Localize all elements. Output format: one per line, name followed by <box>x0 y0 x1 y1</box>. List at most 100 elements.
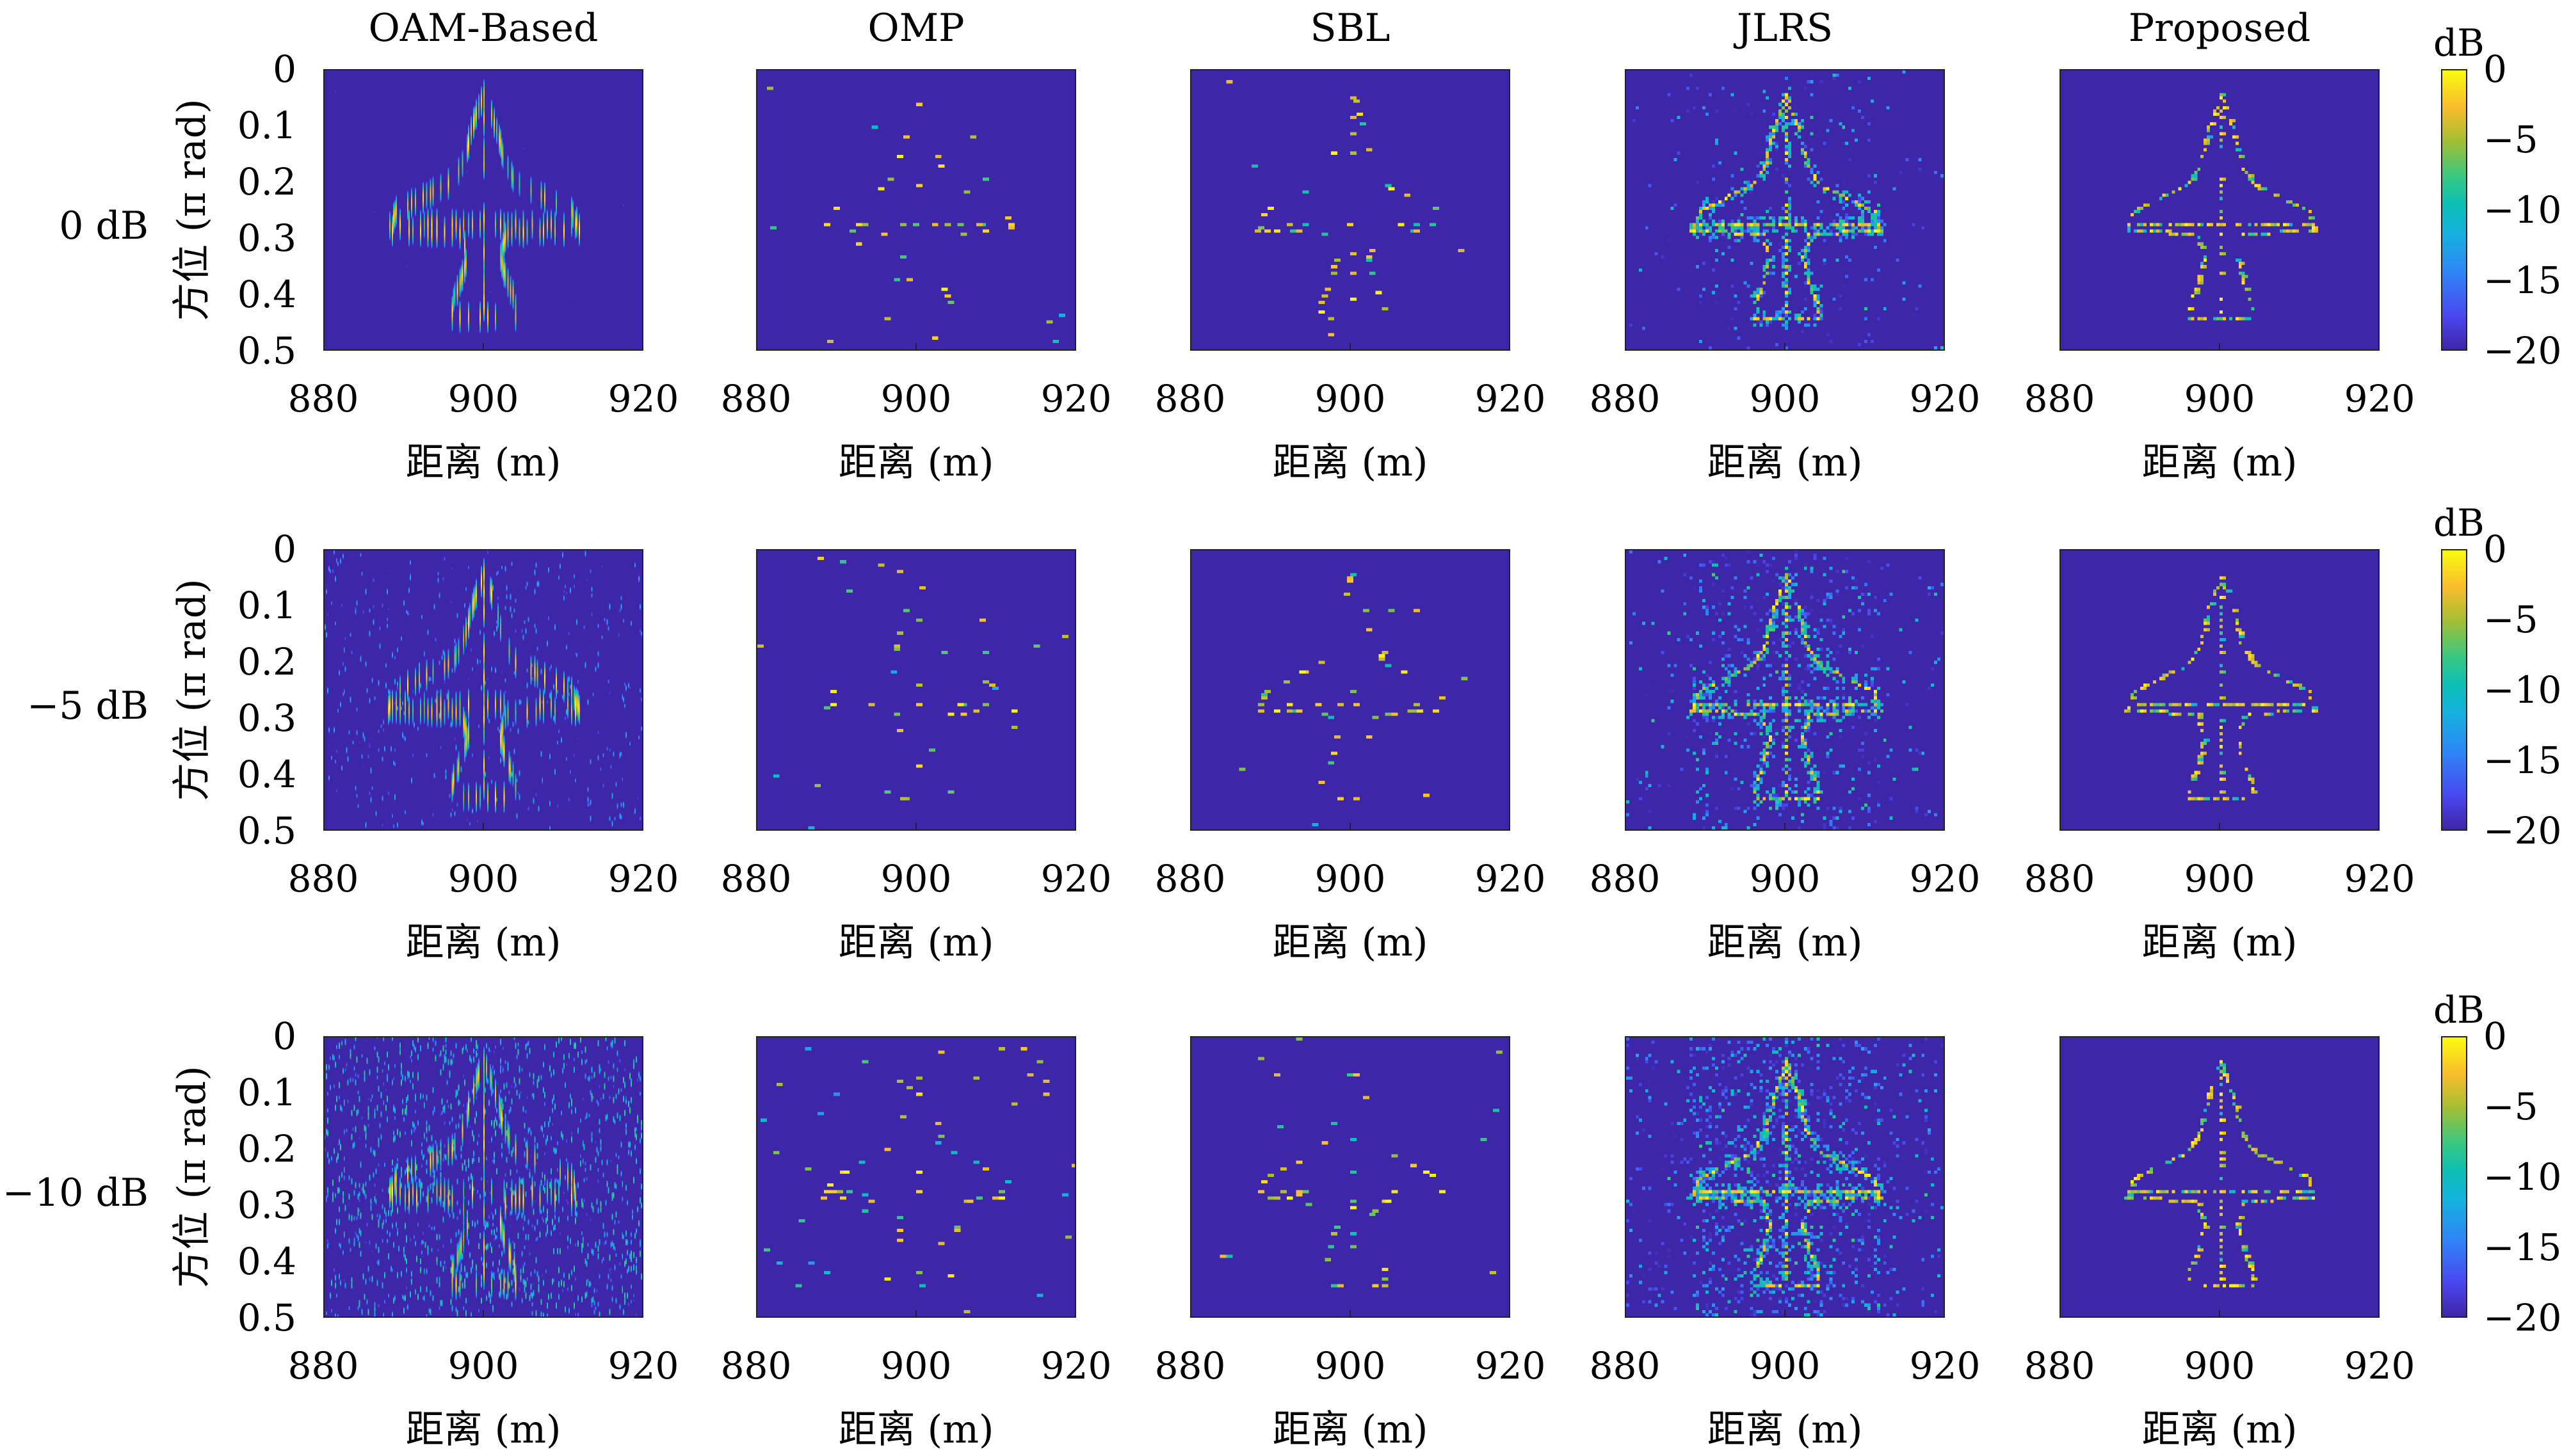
x-tick-label: 880 <box>1589 857 1661 900</box>
heatmap-image <box>1626 550 1944 829</box>
x-axis-label: 距离 (m) <box>405 1407 561 1452</box>
heatmap-panel-omp-row2 <box>756 549 1076 831</box>
y-tick-label: 0 <box>273 1014 296 1058</box>
column-title: Proposed <box>2128 6 2311 51</box>
y-tick-label: 0.1 <box>237 1071 296 1114</box>
colorbar <box>2441 1036 2467 1318</box>
y-tick-label: 0.5 <box>237 809 296 852</box>
x-tick-label: 880 <box>720 377 792 420</box>
column-title: OMP <box>867 6 965 51</box>
x-axis-label: 距离 (m) <box>2141 440 2298 485</box>
x-tick-mark <box>1350 1310 1351 1316</box>
x-tick-label: 900 <box>1749 857 1821 900</box>
x-tick-label: 880 <box>2024 377 2095 420</box>
y-axis-label: 方位 (π rad) <box>170 99 214 321</box>
column-title: JLRS <box>1736 6 1834 51</box>
y-axis-label: 方位 (π rad) <box>170 579 214 801</box>
row-snr-label: −5 dB <box>26 684 149 728</box>
x-tick-label: 900 <box>880 1344 952 1388</box>
colorbar <box>2441 549 2467 831</box>
y-tick-label: 0.3 <box>237 1183 296 1227</box>
y-tick-label: 0.2 <box>237 640 296 684</box>
x-tick-mark <box>915 1310 917 1316</box>
x-axis-label: 距离 (m) <box>1272 1407 1428 1452</box>
x-tick-label: 900 <box>447 857 519 900</box>
heatmap-image <box>1626 1037 1944 1316</box>
colorbar-tick-label: −5 <box>2483 118 2538 161</box>
y-tick-label: 0.4 <box>237 273 296 316</box>
colorbar-tick-label: 0 <box>2483 1014 2507 1058</box>
x-tick-mark <box>483 1310 484 1316</box>
colorbar-label: dB <box>2433 988 2485 1032</box>
colorbar-tick-label: −15 <box>2483 259 2562 302</box>
heatmap-image <box>2061 550 2378 829</box>
x-axis-label: 距离 (m) <box>1707 440 1863 485</box>
colorbar-tick-label: −20 <box>2483 809 2562 852</box>
heatmap-panel-omp-row1 <box>756 69 1076 351</box>
x-tick-mark <box>483 343 484 349</box>
heatmap-image <box>1191 1037 1509 1316</box>
heatmap-image <box>1626 70 1944 349</box>
x-tick-label: 920 <box>608 377 679 420</box>
colorbar <box>2441 69 2467 351</box>
heatmap-panel-oam-based-row2 <box>323 549 643 831</box>
x-tick-label: 920 <box>1040 857 1112 900</box>
heatmap-panel-oam-based-row3 <box>323 1036 643 1318</box>
heatmap-image <box>757 1037 1075 1316</box>
heatmap-panel-sbl-row2 <box>1190 549 1510 831</box>
colorbar-tick-label: −5 <box>2483 598 2538 641</box>
colorbar-tick-label: −20 <box>2483 1296 2562 1340</box>
colorbar-tick-label: −10 <box>2483 1155 2562 1199</box>
x-tick-label: 920 <box>608 1344 679 1388</box>
x-tick-label: 920 <box>1474 1344 1546 1388</box>
row-snr-label: −10 dB <box>2 1171 149 1215</box>
x-tick-label: 920 <box>2344 1344 2415 1388</box>
x-tick-label: 880 <box>1154 1344 1226 1388</box>
colorbar-tick-label: 0 <box>2483 47 2507 91</box>
x-tick-label: 900 <box>1749 377 1821 420</box>
heatmap-panel-sbl-row3 <box>1190 1036 1510 1318</box>
x-tick-mark <box>1350 823 1351 829</box>
y-tick-label: 0.4 <box>237 1240 296 1283</box>
x-tick-label: 920 <box>608 857 679 900</box>
x-tick-label: 900 <box>880 377 952 420</box>
x-axis-label: 距离 (m) <box>405 440 561 485</box>
colorbar-label: dB <box>2433 21 2485 65</box>
heatmap-panel-jlrs-row1 <box>1625 69 1945 351</box>
heatmap-image <box>757 70 1075 349</box>
x-tick-label: 920 <box>1040 1344 1112 1388</box>
x-axis-label: 距离 (m) <box>1272 920 1428 965</box>
x-axis-label: 距离 (m) <box>1707 1407 1863 1452</box>
x-tick-label: 900 <box>2184 1344 2255 1388</box>
x-tick-mark <box>915 343 917 349</box>
x-tick-label: 900 <box>1314 857 1386 900</box>
x-tick-label: 920 <box>1474 377 1546 420</box>
x-tick-label: 920 <box>1909 377 1981 420</box>
x-tick-label: 920 <box>1909 857 1981 900</box>
x-tick-label: 880 <box>1589 1344 1661 1388</box>
x-tick-label: 920 <box>1909 1344 1981 1388</box>
y-tick-label: 0.2 <box>237 160 296 204</box>
y-axis-label: 方位 (π rad) <box>170 1066 214 1288</box>
heatmap-panel-jlrs-row3 <box>1625 1036 1945 1318</box>
heatmap-image <box>1191 550 1509 829</box>
colorbar-label: dB <box>2433 501 2485 545</box>
colorbar-tick-label: −10 <box>2483 188 2562 232</box>
y-tick-label: 0.3 <box>237 216 296 260</box>
x-tick-mark <box>2219 1310 2220 1316</box>
y-tick-label: 0.5 <box>237 329 296 372</box>
x-tick-label: 880 <box>1589 377 1661 420</box>
x-tick-label: 920 <box>2344 377 2415 420</box>
x-tick-mark <box>2219 823 2220 829</box>
x-tick-label: 900 <box>1314 1344 1386 1388</box>
x-tick-label: 880 <box>287 1344 359 1388</box>
colorbar-tick-label: −15 <box>2483 1226 2562 1269</box>
x-tick-label: 880 <box>1154 377 1226 420</box>
colorbar-tick-label: −15 <box>2483 739 2562 782</box>
colorbar-tick-label: 0 <box>2483 527 2507 571</box>
x-tick-label: 880 <box>720 857 792 900</box>
x-tick-label: 900 <box>447 1344 519 1388</box>
x-axis-label: 距离 (m) <box>2141 1407 2298 1452</box>
x-tick-label: 880 <box>287 857 359 900</box>
